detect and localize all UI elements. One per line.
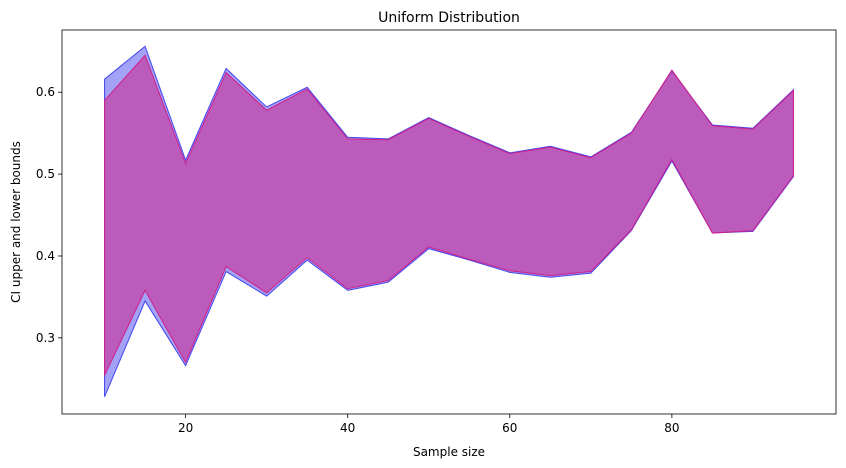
- x-tick-label: 40: [340, 421, 355, 435]
- ci-band-2: [104, 54, 794, 376]
- y-tick-label: 0.3: [36, 331, 55, 345]
- x-axis-ticks: 20 40 60 80: [178, 414, 680, 435]
- y-tick-label: 0.6: [36, 85, 55, 99]
- x-axis-label: Sample size: [413, 445, 485, 459]
- x-tick-label: 80: [664, 421, 679, 435]
- x-tick-label: 20: [178, 421, 193, 435]
- y-axis-ticks: 0.3 0.4 0.5 0.6: [36, 85, 62, 345]
- chart-title: Uniform Distribution: [378, 10, 520, 26]
- y-tick-label: 0.4: [36, 249, 55, 263]
- y-axis-label: CI upper and lower bounds: [9, 141, 23, 303]
- x-tick-label: 60: [502, 421, 517, 435]
- y-tick-label: 0.5: [36, 167, 55, 181]
- plot-area-frame: [61, 29, 837, 415]
- series-layer: [104, 45, 794, 398]
